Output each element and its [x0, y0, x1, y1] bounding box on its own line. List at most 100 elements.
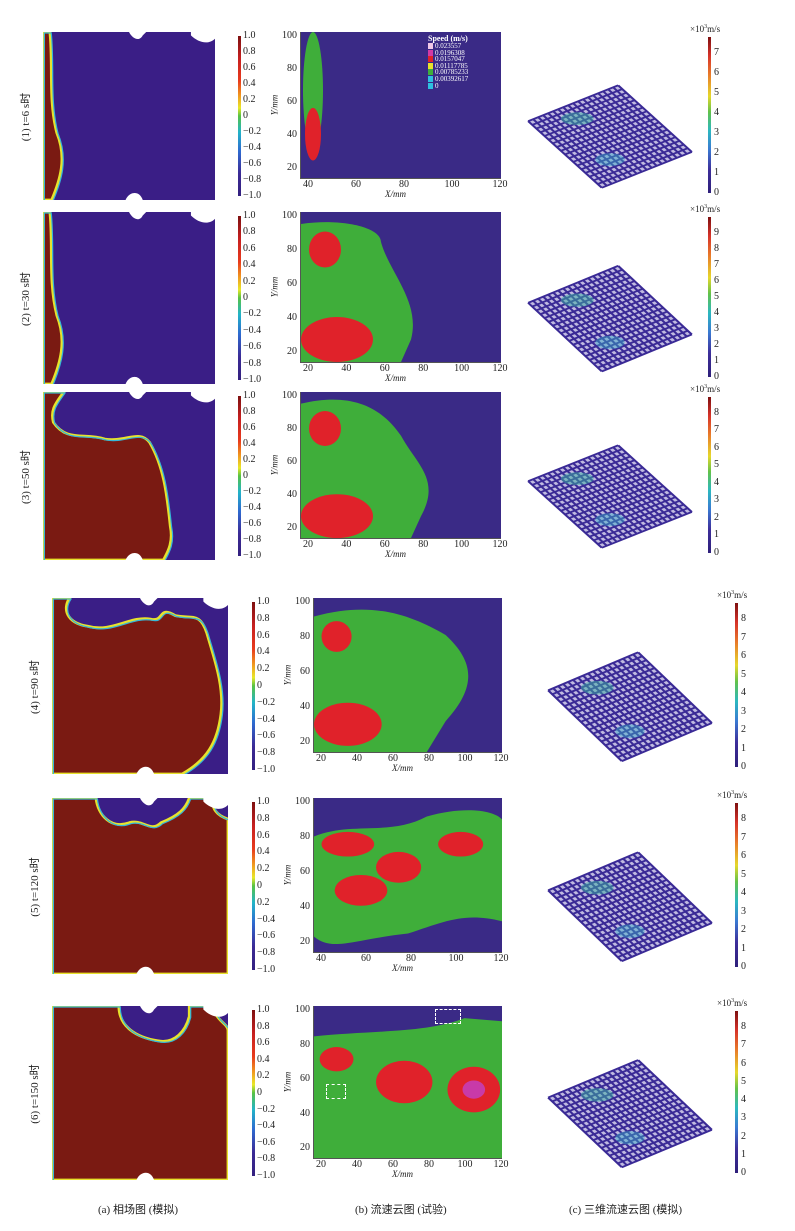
speed-contour-image — [314, 798, 502, 952]
speed-contour-plot — [300, 32, 501, 179]
speed-contour-plot — [313, 598, 502, 753]
highlight-box — [435, 1009, 461, 1024]
mesh-colorbar-tick: 1 — [714, 166, 719, 178]
speed-x-tick: 120 — [493, 953, 509, 964]
phase-colorbar-tick: 0.2 — [243, 275, 256, 287]
mesh-colorbar-tick: 8 — [741, 813, 746, 825]
speed-x-tick: 100 — [454, 363, 470, 374]
speed-legend-value: 0.00785233 — [435, 68, 469, 77]
unit-prefix: ×10 — [690, 24, 705, 34]
phase-colorbar-tick: −0.6 — [257, 930, 276, 942]
speed-x-tick: 40 — [352, 753, 362, 764]
speed-y-tick: 40 — [300, 701, 310, 712]
unit-suffix: m/s — [707, 384, 721, 394]
mesh-colorbar — [735, 803, 738, 967]
phase-colorbar-tick: 1.0 — [243, 390, 256, 401]
mesh-colorbar-unit: ×103m/s — [690, 384, 720, 394]
speed-y-tick: 100 — [282, 390, 297, 401]
mesh-colorbar-unit: ×103m/s — [717, 998, 747, 1008]
phase-colorbar-tick: 0.8 — [243, 226, 256, 238]
caption-c: (c) 三维流速云图 (模拟) — [569, 1204, 683, 1216]
mesh-colorbar-tick: 6 — [714, 441, 719, 453]
mesh-colorbar-tick: 6 — [714, 275, 719, 286]
mesh-colorbar-tick: 4 — [741, 1094, 746, 1106]
speed-x-tick: 60 — [379, 539, 390, 550]
speed-y-axis-label: Y/mm — [269, 276, 280, 298]
phase-colorbar-tick: 0.6 — [257, 1037, 270, 1049]
caption-b: (b) 流速云图 (试验) — [355, 1204, 447, 1216]
speed-x-tick: 60 — [388, 753, 398, 764]
speed-legend: Speed (m/s) 0.023557 0.0196308 0.0157047 0.0… — [428, 34, 468, 89]
speed-legend-value: 0 — [435, 81, 439, 90]
unit-suffix: m/s — [707, 204, 721, 214]
mesh-colorbar-tick: 2 — [741, 724, 746, 736]
speed-x-tick: 80 — [406, 953, 416, 964]
speed-contour-image — [314, 1006, 502, 1158]
row-label: (6) t=150 s时 — [29, 1064, 41, 1124]
phase-colorbar-tick: −0.2 — [243, 308, 262, 320]
phase-colorbar-tick: 0.4 — [243, 438, 256, 449]
unit-prefix: ×10 — [717, 790, 732, 800]
mesh-colorbar-tick: 4 — [714, 307, 719, 318]
mesh-colorbar-tick: 0 — [741, 761, 746, 772]
legend-swatch — [428, 62, 433, 69]
phase-colorbar-tick: −0.6 — [243, 158, 262, 169]
phase-colorbar — [238, 36, 241, 196]
mesh-colorbar-tick: 0 — [741, 961, 746, 972]
speed-y-tick: 40 — [300, 1107, 310, 1119]
phase-colorbar — [238, 216, 241, 380]
legend-swatch — [428, 75, 433, 82]
speed-x-tick: 40 — [341, 363, 352, 374]
speed-x-tick: 100 — [457, 753, 473, 764]
speed-y-axis-label: Y/mm — [269, 94, 280, 116]
speed-y-tick: 100 — [295, 1004, 310, 1015]
speed-legend-value: 0.01117785 — [435, 61, 468, 70]
speed-x-tick: 60 — [361, 953, 371, 964]
mesh-colorbar-unit: ×103m/s — [717, 590, 747, 600]
mesh-colorbar-tick: 0 — [714, 187, 719, 198]
speed-y-tick: 20 — [300, 936, 310, 947]
phase-colorbar-tick: −0.6 — [243, 341, 262, 353]
phase-colorbar-tick: −1.0 — [257, 1170, 276, 1181]
phase-colorbar-tick: 0.4 — [243, 259, 256, 271]
speed-legend-entry: 0.00785233 — [428, 69, 468, 76]
phase-colorbar — [252, 1010, 255, 1176]
speed-y-tick: 40 — [287, 129, 297, 140]
phase-colorbar-tick: 1.0 — [257, 796, 270, 807]
speed-legend-value: 0.00392617 — [435, 74, 469, 83]
phase-colorbar-tick: 0.2 — [257, 663, 270, 675]
legend-swatch — [428, 69, 433, 76]
mesh-colorbar-tick: 8 — [741, 1021, 746, 1033]
mesh-colorbar-tick: 8 — [741, 613, 746, 625]
unit-prefix: ×10 — [717, 998, 732, 1008]
unit-suffix: m/s — [734, 790, 748, 800]
unit-exponent: 3 — [731, 790, 735, 796]
speed-y-axis-label: Y/mm — [282, 1071, 293, 1093]
speed-x-tick: 20 — [303, 539, 313, 550]
unit-exponent: 3 — [704, 204, 708, 210]
velocity-3d-mesh — [540, 1044, 720, 1178]
speed-y-tick: 80 — [287, 63, 297, 74]
speed-y-tick: 40 — [287, 489, 297, 500]
phase-colorbar-tick: 0.4 — [257, 1053, 270, 1065]
phase-colorbar-tick: 0 — [257, 880, 262, 891]
speed-y-tick: 20 — [300, 736, 310, 747]
unit-exponent: 3 — [704, 24, 708, 30]
speed-legend-entry: 0.0196308 — [428, 49, 468, 57]
mesh-colorbar-tick: 0 — [741, 1167, 746, 1178]
mesh-colorbar-tick: 3 — [741, 705, 746, 717]
velocity-3d-mesh — [520, 430, 700, 558]
mesh-colorbar-unit: ×103m/s — [690, 24, 720, 34]
mesh-colorbar-tick: 1 — [714, 529, 719, 541]
speed-x-axis-label: X/mm — [392, 763, 413, 773]
speed-x-axis-label: X/mm — [392, 1169, 413, 1179]
velocity-3d-mesh — [540, 636, 720, 772]
speed-y-tick: 40 — [287, 312, 297, 323]
speed-y-tick: 100 — [282, 210, 297, 221]
speed-y-tick: 20 — [287, 522, 297, 533]
speed-x-tick: 80 — [424, 1159, 434, 1170]
legend-swatch — [428, 49, 433, 56]
mesh-colorbar-tick: 7 — [741, 631, 746, 643]
unit-prefix: ×10 — [717, 590, 732, 600]
speed-x-tick: 120 — [493, 753, 509, 764]
